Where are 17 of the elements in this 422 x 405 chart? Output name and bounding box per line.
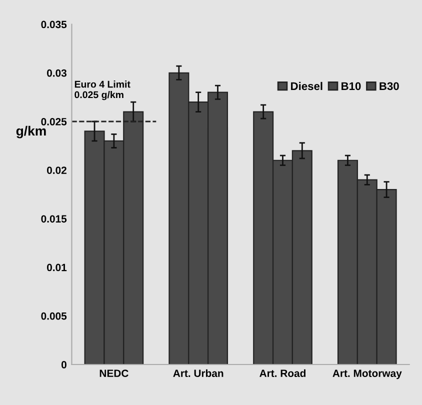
ref-line-label: Euro 4 Limit 0.025 g/km [74,80,130,100]
y-tick-label: 0.025 [41,118,67,126]
y-axis-title: g/km [16,126,46,138]
legend-label: B30 [380,82,399,90]
y-tick-label: 0.035 [41,20,67,28]
y-tick-label: 0.005 [41,312,67,320]
x-tick-label: Art. Motorway [332,370,402,380]
legend-label: B10 [342,82,361,90]
y-tick-label: 0.03 [47,69,67,77]
x-tick-label: Art. Road [260,369,306,378]
y-tick-label: 0.015 [41,215,67,223]
y-tick-label: 0 [62,361,66,368]
x-tick-label: Art. Urban [173,369,224,378]
y-tick-label: 0.02 [47,166,66,174]
x-tick-label: NEDC [100,370,128,378]
y-tick-label: 0.01 [47,264,67,272]
legend-label: Diesel [291,82,322,90]
